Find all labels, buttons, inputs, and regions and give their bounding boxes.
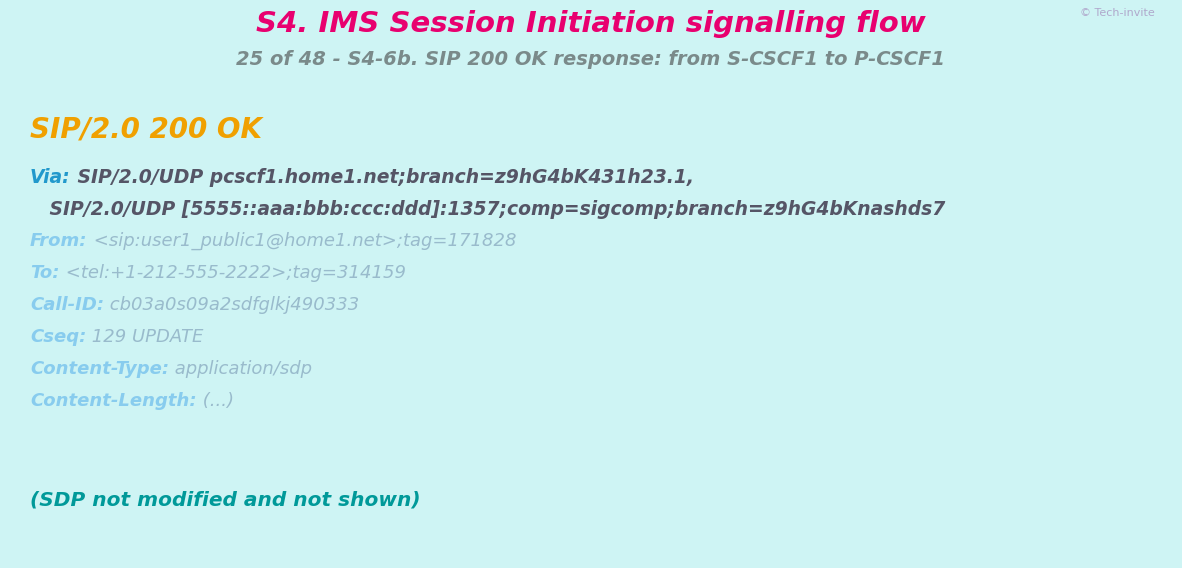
Text: 129 UPDATE: 129 UPDATE	[86, 328, 203, 346]
Text: SIP/2.0/UDP pcscf1.home1.net;branch=z9hG4bK431h23.1,: SIP/2.0/UDP pcscf1.home1.net;branch=z9hG…	[71, 168, 694, 187]
Text: 25 of 48 - S4-6b. SIP 200 OK response: from S-CSCF1 to P-CSCF1: 25 of 48 - S4-6b. SIP 200 OK response: f…	[236, 50, 946, 69]
Text: (...): (...)	[196, 392, 234, 410]
Text: To:: To:	[30, 264, 59, 282]
Text: <tel:+1-212-555-2222>;tag=314159: <tel:+1-212-555-2222>;tag=314159	[59, 264, 405, 282]
Text: (SDP not modified and not shown): (SDP not modified and not shown)	[30, 490, 421, 509]
Text: From:: From:	[30, 232, 87, 250]
Text: Content-Type:: Content-Type:	[30, 360, 169, 378]
Text: application/sdp: application/sdp	[169, 360, 312, 378]
Text: S4. IMS Session Initiation signalling flow: S4. IMS Session Initiation signalling fl…	[256, 10, 926, 38]
Text: SIP/2.0/UDP [5555::aaa:bbb:ccc:ddd]:1357;comp=sigcomp;branch=z9hG4bKnashds7: SIP/2.0/UDP [5555::aaa:bbb:ccc:ddd]:1357…	[30, 200, 946, 219]
Text: © Tech-invite: © Tech-invite	[1080, 8, 1155, 18]
Text: cb03a0s09a2sdfglkj490333: cb03a0s09a2sdfglkj490333	[104, 296, 359, 314]
Text: Via:: Via:	[30, 168, 71, 187]
Text: Call-ID:: Call-ID:	[30, 296, 104, 314]
Text: Cseq:: Cseq:	[30, 328, 86, 346]
Text: Content-Length:: Content-Length:	[30, 392, 196, 410]
Text: SIP/2.0 200 OK: SIP/2.0 200 OK	[30, 115, 262, 143]
Text: <sip:user1_public1@home1.net>;tag=171828: <sip:user1_public1@home1.net>;tag=171828	[87, 232, 517, 250]
